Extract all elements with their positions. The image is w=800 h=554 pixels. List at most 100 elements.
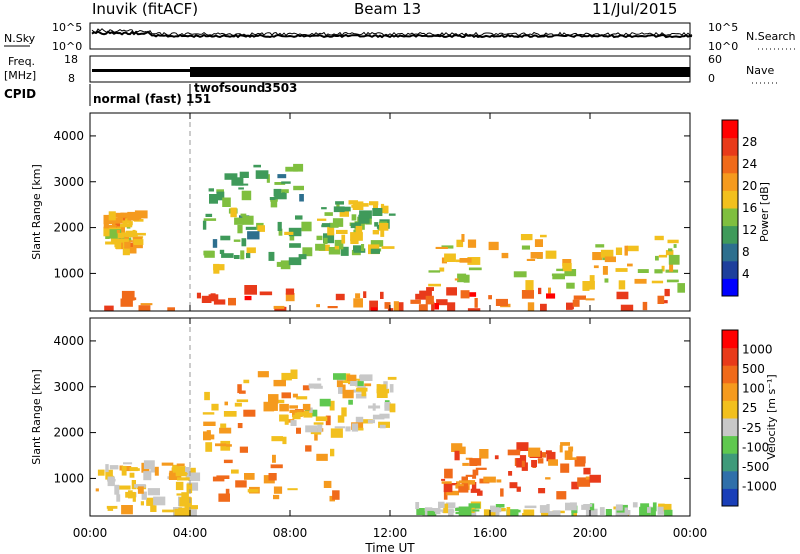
heatmap-cell-4	[668, 254, 680, 265]
heatmap-cell-0	[121, 465, 127, 476]
heatmap-cell-0	[105, 464, 109, 473]
heatmap-cell-4	[509, 482, 518, 489]
heatmap-cell-1	[219, 427, 232, 434]
heatmap-cell-4	[552, 273, 565, 280]
heatmap-cell-3	[316, 235, 323, 241]
heatmap-cell-4	[574, 459, 586, 467]
colorbar-tick-label: -100	[742, 440, 769, 454]
nsearch-label: N.Search	[746, 30, 796, 43]
heatmap-cell-3	[458, 506, 472, 516]
nsearch-tick-top: 10^5	[708, 21, 738, 34]
heatmap-cell-3	[335, 201, 344, 205]
heatmap-cell-3	[615, 504, 623, 511]
heatmap-cell-4	[571, 481, 579, 490]
heatmap-cell-0	[585, 298, 595, 301]
beam-title: Beam 13	[354, 0, 421, 18]
heatmap-cell-2	[247, 231, 260, 240]
heatmap-cell-4	[507, 449, 521, 456]
heatmap-cell-2	[288, 227, 302, 237]
heatmap-cell-1	[125, 230, 138, 237]
colorbar-swatch	[722, 330, 738, 349]
heatmap-cell-0	[196, 292, 201, 299]
heatmap-cell-0	[546, 293, 556, 299]
heatmap-cell-4	[566, 282, 575, 289]
cpid-seg-2-id: 3503	[264, 81, 297, 95]
heatmap-cell-2	[281, 189, 289, 194]
heatmap-cell-2	[313, 422, 324, 425]
heatmap-cell-0	[138, 305, 151, 311]
heatmap-cell-4	[665, 250, 674, 256]
heatmap-cell-4	[443, 483, 453, 493]
heatmap-cell-2	[337, 415, 345, 423]
heatmap-cell-2	[334, 426, 345, 429]
colorbar-swatch	[722, 453, 738, 472]
heatmap-cell-4	[444, 468, 453, 479]
heatmap-cell-0	[121, 505, 133, 515]
heatmap-cell-3	[350, 232, 363, 241]
colorbar-swatch	[722, 190, 738, 209]
heatmap-cell-0	[117, 485, 131, 490]
heatmap-cell-1	[202, 412, 215, 415]
heatmap-cell-2	[290, 420, 297, 426]
heatmap-cell-0	[147, 488, 160, 496]
heatmap-cell-4	[595, 244, 605, 248]
heatmap-cell-4	[475, 467, 487, 470]
heatmap-cell-3	[372, 230, 379, 235]
heatmap-cell-1	[117, 232, 123, 238]
heatmap-cell-0	[116, 494, 121, 502]
heatmap-cell-2	[296, 396, 308, 400]
heatmap-cell-2	[336, 378, 343, 388]
heatmap-cell-3	[376, 224, 382, 229]
heatmap-cell-0	[162, 509, 175, 513]
heatmap-cell-0	[176, 493, 185, 496]
heatmap-cell-1	[296, 427, 301, 434]
heatmap-cell-1	[126, 226, 131, 229]
heatmap-cell-3	[647, 506, 653, 513]
heatmap-cell-2	[216, 191, 225, 201]
heatmap-cell-2	[253, 164, 261, 168]
heatmap-cell-0	[244, 295, 252, 301]
heatmap-cell-3	[605, 509, 612, 516]
colorbar-swatch	[722, 347, 738, 366]
heatmap-cell-3	[472, 509, 480, 512]
heatmap-cell-2	[284, 231, 294, 235]
heatmap-cell-3	[495, 504, 505, 508]
heatmap-cell-0	[415, 293, 422, 300]
heatmap-cell-2	[372, 414, 385, 420]
heatmap-cell-0	[410, 299, 421, 304]
heatmap-cell-2	[357, 381, 364, 388]
heatmap-cell-4	[508, 471, 513, 476]
heatmap-cell-4	[477, 490, 483, 496]
heatmap-cell-1	[223, 411, 237, 417]
heatmap-cell-2	[285, 166, 298, 172]
heatmap-cell-2	[361, 389, 367, 397]
heatmap-cell-3	[374, 222, 379, 227]
heatmap-cell-2	[356, 387, 368, 392]
heatmap-cell-3	[381, 246, 395, 249]
heatmap-cell-2	[277, 174, 287, 179]
heatmap-cell-4	[459, 258, 472, 263]
heatmap-cell-0	[131, 480, 136, 490]
heatmap-cell-3	[490, 505, 496, 513]
heatmap-cell-4	[470, 488, 481, 493]
heatmap-cell-2	[289, 243, 301, 248]
heatmap-cell-4	[661, 265, 665, 272]
heatmap-cell-1	[116, 230, 120, 234]
heatmap-cell-2	[348, 399, 353, 405]
heatmap-cell-4	[624, 245, 628, 256]
freq-label-1: Freq.	[8, 55, 35, 68]
heatmap-cell-2	[240, 213, 247, 217]
heatmap-cell-0	[187, 509, 197, 516]
heatmap-cell-2	[349, 380, 358, 386]
heatmap-cell-3	[350, 232, 355, 236]
heatmap-cell-0	[460, 290, 470, 299]
nsearch-trace	[91, 28, 693, 37]
heatmap-cell-2	[273, 188, 282, 197]
heatmap-cell-3	[373, 203, 378, 208]
heatmap-cell-1	[243, 379, 250, 384]
heatmap-cell-1	[271, 436, 283, 442]
heatmap-cell-2	[233, 239, 241, 242]
colorbar-tick-label: 8	[742, 245, 750, 259]
heatmap-cell-4	[658, 254, 668, 258]
heatmap-cell-3	[323, 233, 335, 244]
